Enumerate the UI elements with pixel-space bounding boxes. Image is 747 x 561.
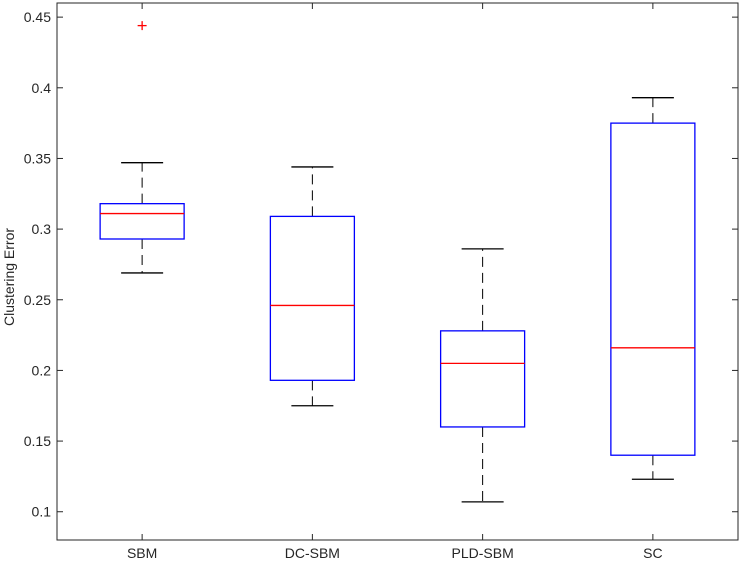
y-axis: 0.1 0.15 0.2 0.25 0.3 0.35 0.4 0.45 (24, 9, 738, 520)
y-axis-label: Clustering Error (1, 228, 17, 326)
y-tick-label: 0.1 (32, 504, 52, 520)
box-pld-sbm (439, 248, 526, 503)
iqr-box (99, 203, 185, 240)
iqr-box (610, 122, 696, 456)
box-sc (610, 97, 696, 480)
plot-frame (56, 2, 739, 541)
box-dc-sbm (269, 166, 356, 407)
iqr-box (439, 330, 526, 428)
x-axis: SBM DC-SBM PLD-SBM SC (127, 3, 663, 561)
iqr-box (269, 215, 356, 381)
y-tick-label: 0.15 (24, 433, 51, 449)
y-tick-label: 0.4 (32, 80, 52, 96)
box-sbm (99, 21, 185, 274)
plot-area (56, 2, 739, 541)
x-tick-label: SC (643, 545, 662, 561)
y-tick-label: 0.25 (24, 292, 51, 308)
x-tick-label: PLD-SBM (452, 545, 514, 561)
x-tick-label: DC-SBM (285, 545, 340, 561)
y-tick-label: 0.35 (24, 150, 51, 166)
y-tick-label: 0.45 (24, 9, 51, 25)
boxes-layer (99, 21, 696, 503)
y-tick-label: 0.3 (32, 221, 52, 237)
y-tick-label: 0.2 (32, 362, 52, 378)
x-tick-label: SBM (127, 545, 157, 561)
